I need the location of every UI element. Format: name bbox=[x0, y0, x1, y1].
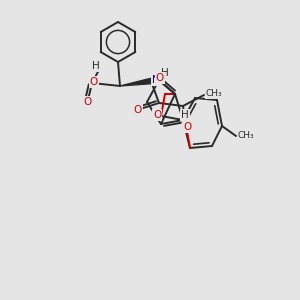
Text: O: O bbox=[134, 105, 142, 115]
Text: O: O bbox=[153, 110, 161, 120]
Text: O: O bbox=[90, 77, 98, 87]
Text: N: N bbox=[152, 75, 160, 85]
Text: H: H bbox=[181, 110, 189, 120]
Text: O: O bbox=[183, 122, 191, 132]
Text: O: O bbox=[83, 97, 91, 107]
Polygon shape bbox=[120, 78, 152, 86]
Text: H: H bbox=[92, 61, 100, 71]
Text: CH₃: CH₃ bbox=[206, 89, 223, 98]
Text: H: H bbox=[161, 68, 169, 78]
Text: O: O bbox=[156, 73, 164, 83]
Text: CH₃: CH₃ bbox=[238, 131, 255, 140]
